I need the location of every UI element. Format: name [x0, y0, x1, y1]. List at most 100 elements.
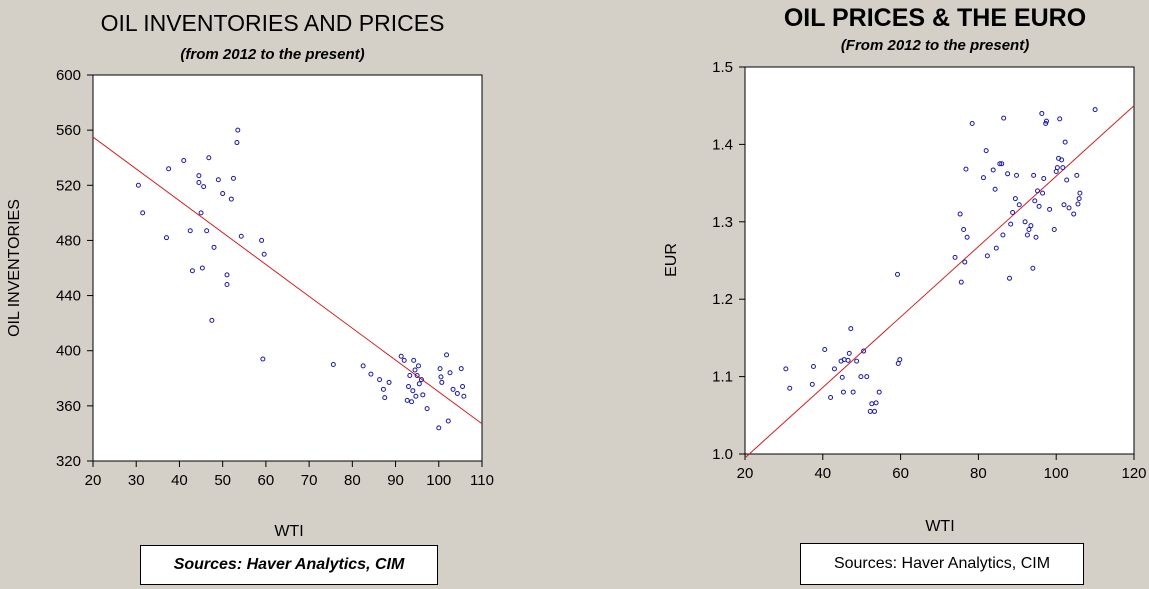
chart1-data-point: [235, 127, 241, 133]
chart1-data-point: [196, 173, 202, 179]
chart1-data-point: [437, 366, 443, 372]
chart1-points: [135, 127, 467, 431]
chart1-data-point: [360, 363, 366, 369]
chart2-data-point: [828, 394, 834, 400]
chart2-data-point: [1043, 118, 1049, 124]
chart1-x-tick-label: 110: [470, 472, 494, 489]
chart1-data-point: [444, 352, 450, 358]
chart1-x-ticks: 20 30 40 50 60 70 80 90 100 110: [85, 461, 494, 489]
chart2-data-point: [952, 254, 958, 260]
chart2-data-point: [1036, 203, 1042, 209]
chart1-data-point: [206, 155, 212, 161]
chart1-data-point: [201, 184, 207, 190]
chart1-data-point: [413, 393, 419, 399]
chart1-y-tick-label: 400: [56, 343, 81, 360]
chart2-data-point: [958, 279, 964, 285]
chart1-x-tick-label: 100: [426, 472, 451, 489]
chart2-data-point: [1060, 165, 1066, 171]
chart2-data-point: [872, 408, 878, 414]
chart2-data-point: [990, 167, 996, 173]
chart2-y-tick-label: 1.1: [712, 369, 733, 386]
chart1-title: OIL INVENTORIES AND PRICES: [100, 10, 445, 36]
chart2-data-point: [850, 389, 856, 395]
chart1-data-point: [439, 379, 445, 385]
chart2-data-point: [787, 385, 793, 391]
chart1-data-point: [196, 180, 202, 186]
chart1-data-point: [135, 182, 141, 188]
chart1-data-point: [238, 233, 244, 239]
chart2-data-point: [1031, 172, 1037, 178]
chart1-data-point: [215, 177, 221, 183]
chart1-x-tick-label: 90: [387, 472, 404, 489]
chart2-data-point: [848, 326, 854, 332]
chart1-source-box: Sources: Haver Analytics, CIM: [140, 545, 438, 585]
chart1-data-point: [424, 406, 430, 412]
chart1-data-point: [259, 237, 265, 243]
chart1-x-axis-label: WTI: [274, 523, 303, 540]
chart2-data-point: [992, 186, 998, 192]
chart1-y-ticks: 320 360 400 440 480 520 560 600: [56, 67, 93, 470]
chart2-data-point: [1032, 198, 1038, 204]
chart2: 20 40 60 80 100 120 1.0 1.1 1.2 1.3 1.4 1.5 WTI EU…: [663, 59, 1147, 535]
chart2-data-point: [858, 374, 864, 380]
chart1-data-point: [410, 388, 416, 394]
chart2-y-tick-label: 1.2: [712, 291, 733, 308]
chart2-data-point: [999, 161, 1005, 167]
chart2-x-tick-label: 100: [1044, 465, 1069, 482]
chart1-data-point: [409, 399, 415, 405]
chart2-data-point: [894, 271, 900, 277]
chart2-data-point: [1010, 210, 1016, 216]
chart2-data-point: [984, 253, 990, 259]
chart2-data-point: [845, 357, 851, 363]
chart2-data-point: [1007, 275, 1013, 281]
chart1-data-point: [411, 357, 417, 363]
chart1-data-point: [166, 166, 172, 172]
chart1-data-point: [181, 157, 187, 163]
chart1-data-point: [415, 363, 421, 369]
chart1-data-point: [436, 425, 442, 431]
chart1-data-point: [228, 196, 234, 202]
chart2-data-point: [876, 389, 882, 395]
chart2-data-point: [1012, 196, 1018, 202]
chart2-source-box: Sources: Haver Analytics, CIM: [800, 543, 1084, 585]
chart2-trend-line: [744, 105, 1135, 459]
chart1-y-tick-label: 600: [56, 67, 81, 84]
chart2-points: [783, 107, 1098, 414]
chart1-data-point: [416, 381, 422, 387]
chart2-y-tick-label: 1.3: [712, 214, 733, 231]
chart2-data-point: [1001, 115, 1007, 121]
chart1-data-point: [234, 140, 240, 146]
chart2-y-tick-label: 1.4: [712, 136, 733, 153]
chart1-data-point: [420, 392, 426, 398]
chart2-data-point: [1008, 221, 1014, 227]
chart1-x-tick-label: 40: [171, 472, 188, 489]
chart2-data-point: [873, 400, 879, 406]
chart1-trend-line: [92, 136, 483, 425]
chart1-data-point: [368, 371, 374, 377]
chart2-data-point: [864, 374, 870, 380]
chart2-data-point: [997, 161, 1003, 167]
chart2-data-point: [1062, 139, 1068, 145]
chart2-data-point: [1075, 201, 1081, 207]
chart1: 20 30 40 50 60 70 80 90 100 110 320 360 400 440 480 52…: [6, 67, 494, 540]
chart2-data-point: [980, 175, 986, 181]
chart2-data-point: [1064, 177, 1070, 183]
chart2-x-tick-label: 60: [892, 465, 909, 482]
chart1-data-point: [406, 384, 412, 390]
chart2-y-ticks: 1.0 1.1 1.2 1.3 1.4 1.5: [712, 59, 745, 463]
chart2-data-point: [839, 374, 845, 380]
chart1-y-tick-label: 480: [56, 232, 81, 249]
chart1-data-point: [199, 265, 205, 271]
chart2-data-point: [783, 366, 789, 372]
chart1-data-point: [204, 228, 210, 234]
chart2-data-point: [1059, 157, 1065, 163]
chart1-data-point: [330, 362, 336, 367]
chart2-data-point: [822, 347, 828, 353]
chart2-subtitle: (From 2012 to the present): [840, 37, 1030, 54]
chart2-data-point: [961, 227, 967, 233]
chart2-data-point: [840, 389, 846, 395]
chart2-source-text: Sources: Haver Analytics, CIM: [833, 555, 1051, 572]
chart1-data-point: [382, 395, 388, 401]
chart2-data-point: [1092, 107, 1098, 113]
chart2-data-point: [1030, 265, 1036, 271]
